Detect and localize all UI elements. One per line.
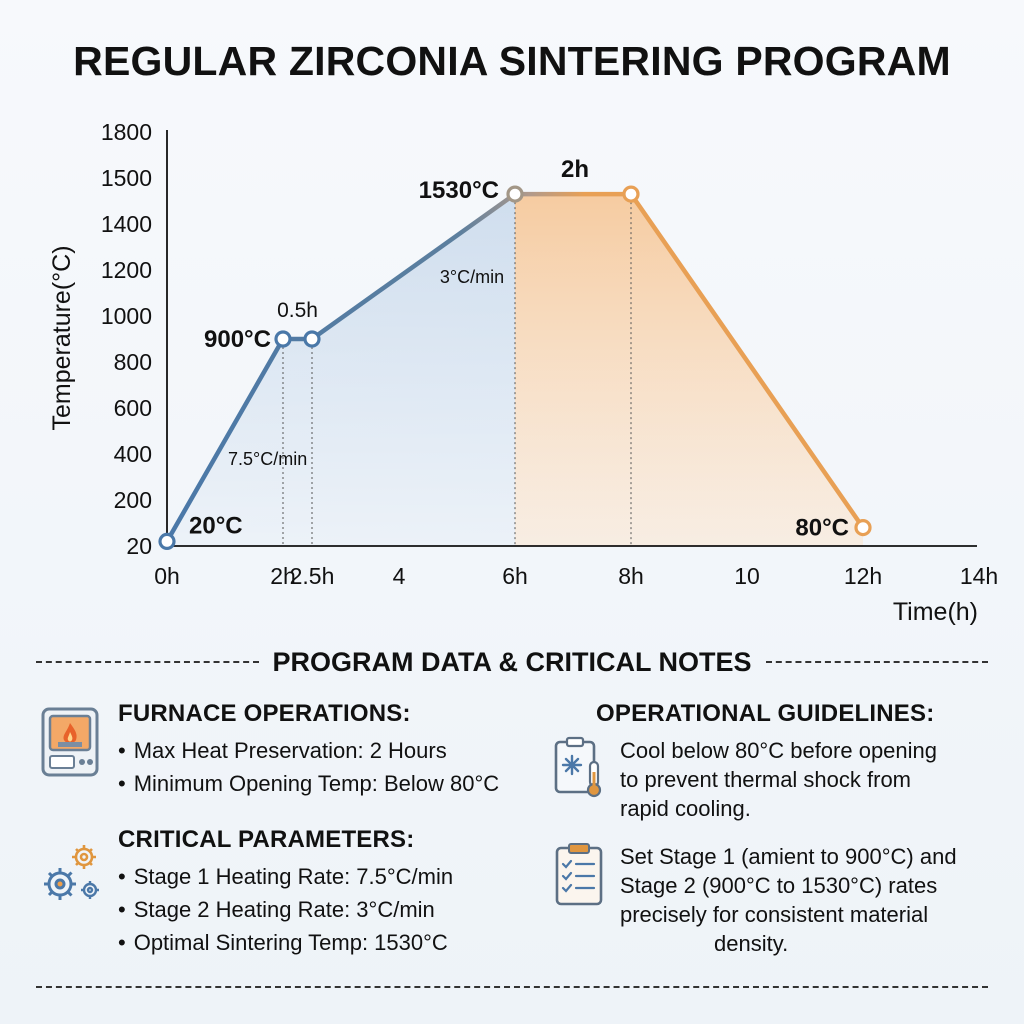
critical-item: Stage 1 Heating Rate: 7.5°C/min [118, 860, 453, 893]
annotation-rate-stage1: 7.5°C/min [228, 449, 307, 469]
y-tick-label: 1500 [101, 165, 152, 191]
y-tick-label: 1200 [101, 257, 152, 283]
guideline-rates: Set Stage 1 (amient to 900°C) and Stage … [620, 842, 957, 958]
x-tick-label: 4 [393, 563, 406, 589]
y-tick-label: 1800 [101, 119, 152, 145]
x-tick-label: 10 [734, 563, 760, 589]
guideline-line: precisely for consistent material [620, 902, 929, 927]
x-tick-label: 2.5h [290, 563, 335, 589]
gears-icon [44, 845, 99, 900]
guideline-line: Stage 2 (900°C to 1530°C) rates [620, 873, 938, 898]
guideline-line: Set Stage 1 (amient to 900°C) and [620, 844, 957, 869]
guidelines-heading: OPERATIONAL GUIDELINES: [596, 700, 935, 727]
point-label: 1530°C [419, 177, 499, 204]
divider-dash-right [765, 661, 988, 663]
critical-heading: CRITICAL PARAMETERS: [118, 826, 415, 853]
data-point [506, 185, 524, 203]
x-tick-label: 0h [154, 563, 180, 589]
x-tick-label: 12h [844, 563, 882, 589]
x-tick-label: 6h [502, 563, 528, 589]
point-label: 900°C [204, 326, 271, 353]
guideline-line: to prevent thermal shock from [620, 767, 912, 792]
furnace-item: Max Heat Preservation: 2 Hours [118, 734, 499, 767]
data-point [158, 532, 176, 551]
data-point [622, 185, 640, 203]
x-tick-label: 2h [270, 563, 296, 589]
y-tick-label: 200 [114, 487, 152, 513]
furnace-list: Max Heat Preservation: 2 Hours Minimum O… [118, 734, 499, 800]
heating-area-shade [167, 194, 515, 546]
data-point [854, 518, 872, 537]
y-tick-label: 1000 [101, 303, 152, 329]
y-axis-title: Temperature(°C) [48, 245, 76, 430]
temperature-profile-line [164, 191, 866, 544]
y-tick-label: 600 [114, 395, 152, 421]
point-label: 20°C [189, 512, 243, 539]
data-point [274, 330, 292, 348]
clipboard-checklist-icon [555, 843, 603, 906]
furnace-operations: FURNACE OPERATIONS: Max Heat Preservatio… [118, 700, 499, 800]
y-tick-label: 20 [126, 533, 152, 559]
annotation-hold-long: 2h [561, 156, 589, 183]
y-tick-label: 400 [114, 441, 152, 467]
guideline-line: Cool below 80°C before opening [620, 738, 938, 763]
furnace-heading: FURNACE OPERATIONS: [118, 700, 411, 727]
annotation-hold-short: 0.5h [277, 299, 318, 322]
x-tick-label: 14h [960, 563, 998, 589]
critical-item: Optimal Sintering Temp: 1530°C [118, 926, 453, 959]
annotation-rate-stage2: 3°C/min [440, 267, 504, 287]
furnace-item: Minimum Opening Temp: Below 80°C [118, 767, 499, 800]
guideline-cooling: Cool below 80°C before opening to preven… [620, 736, 937, 823]
thermometer-snowflake-icon [554, 736, 602, 798]
data-point [303, 330, 321, 348]
guideline-line: rapid cooling. [620, 796, 751, 821]
y-tick-label: 1400 [101, 211, 152, 237]
y-tick-label: 800 [114, 349, 152, 375]
x-tick-label: 8h [618, 563, 644, 589]
point-label: 80°C [795, 515, 849, 542]
page-title: REGULAR ZIRCONIA SINTERING PROGRAM [73, 38, 951, 84]
critical-item: Stage 2 Heating Rate: 3°C/min [118, 893, 453, 926]
divider-dash-left [36, 661, 259, 663]
x-axis-title: Time(h) [893, 598, 978, 626]
operational-guidelines: OPERATIONAL GUIDELINES: [596, 700, 934, 728]
furnace-icon [41, 707, 99, 777]
bottom-divider [36, 986, 988, 988]
cooling-area [515, 194, 863, 546]
guideline-line: density. [714, 931, 789, 956]
critical-list: Stage 1 Heating Rate: 7.5°C/min Stage 2 … [118, 860, 453, 959]
notes-divider: PROGRAM DATA & CRITICAL NOTES [36, 644, 988, 680]
critical-parameters: CRITICAL PARAMETERS: Stage 1 Heating Rat… [118, 826, 453, 959]
notes-heading: PROGRAM DATA & CRITICAL NOTES [272, 646, 752, 677]
